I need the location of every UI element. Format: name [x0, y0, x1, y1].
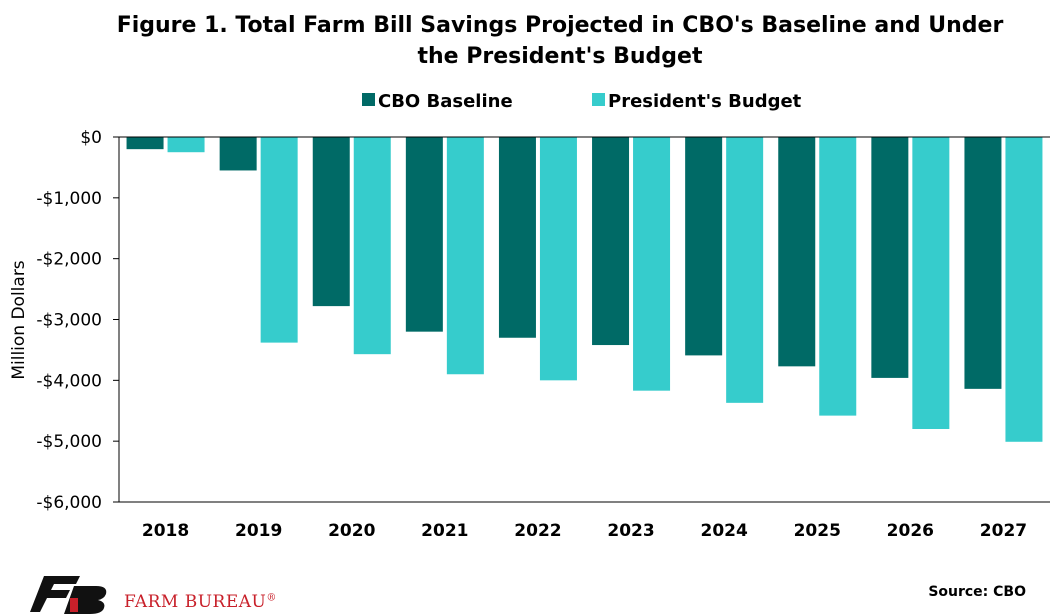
bar-cbo-baseline-2023 — [592, 137, 630, 346]
bar-presidents-budget-2024 — [726, 137, 764, 403]
chart-title-line-1: Figure 1. Total Farm Bill Savings Projec… — [116, 13, 1004, 38]
x-tick-label-2026: 2026 — [887, 521, 934, 541]
bar-presidents-budget-2018 — [167, 137, 205, 153]
bar-cbo-baseline-2024 — [685, 137, 723, 356]
farm-bureau-logo-icon — [30, 576, 107, 614]
x-tick-label-2022: 2022 — [514, 521, 561, 541]
x-tick-label-2020: 2020 — [328, 521, 375, 541]
legend-label-presidents-budget: President's Budget — [608, 91, 802, 112]
y-tick-label: -$1,000 — [36, 189, 102, 209]
bar-cbo-baseline-2020 — [312, 137, 350, 307]
x-tick-label-2021: 2021 — [421, 521, 468, 541]
bar-cbo-baseline-2026 — [871, 137, 909, 378]
bar-cbo-baseline-2021 — [405, 137, 443, 332]
bar-presidents-budget-2026 — [912, 137, 950, 429]
y-tick-label: $0 — [80, 128, 102, 148]
x-tick-label-2019: 2019 — [235, 521, 282, 541]
x-tick-label-2027: 2027 — [980, 521, 1027, 541]
legend-swatch-cbo-baseline — [362, 93, 375, 106]
bars — [126, 137, 1043, 442]
bar-chart: CBO Baseline President's Budget $0 -$1,000… — [9, 91, 1050, 541]
axes — [118, 136, 1050, 503]
y-tick-label: -$2,000 — [36, 250, 102, 270]
bar-cbo-baseline-2018 — [126, 137, 164, 150]
bar-presidents-budget-2027 — [1005, 137, 1043, 442]
bar-cbo-baseline-2019 — [219, 137, 257, 171]
x-tick-label-2025: 2025 — [794, 521, 841, 541]
farm-bureau-logo: FARM BUREAU® — [30, 572, 290, 616]
x-axis-ticks: 2018 2019 2020 2021 2022 2023 2024 2025 2026 2027 — [142, 521, 1027, 541]
farm-bureau-logo-text: FARM BUREAU® — [124, 592, 277, 612]
y-tick-label: -$3,000 — [36, 311, 102, 331]
source-note: Source: CBO — [928, 584, 1026, 600]
x-tick-label-2023: 2023 — [607, 521, 654, 541]
bar-presidents-budget-2025 — [819, 137, 857, 416]
y-axis-label: Million Dollars — [9, 260, 29, 379]
chart-title: Figure 1. Total Farm Bill Savings Projec… — [0, 10, 1063, 72]
bar-presidents-budget-2019 — [260, 137, 298, 343]
bar-cbo-baseline-2025 — [778, 137, 816, 367]
legend-swatch-presidents-budget — [592, 93, 605, 106]
bar-cbo-baseline-2027 — [964, 137, 1002, 389]
bar-presidents-budget-2021 — [446, 137, 484, 375]
bar-presidents-budget-2020 — [353, 137, 391, 355]
x-tick-label-2024: 2024 — [700, 521, 747, 541]
bar-presidents-budget-2023 — [633, 137, 671, 391]
y-tick-label: -$4,000 — [36, 371, 102, 391]
bar-presidents-budget-2022 — [539, 137, 577, 381]
legend: CBO Baseline President's Budget — [362, 91, 802, 112]
legend-label-cbo-baseline: CBO Baseline — [378, 91, 513, 112]
bar-cbo-baseline-2022 — [498, 137, 536, 338]
chart-title-line-2: the President's Budget — [417, 44, 703, 69]
x-tick-label-2018: 2018 — [142, 521, 189, 541]
y-axis-ticks: $0 -$1,000 -$2,000 -$3,000 -$4,000 -$5,000 -$6… — [36, 128, 119, 513]
y-tick-label: -$5,000 — [36, 432, 102, 452]
y-tick-label: -$6,000 — [36, 493, 102, 513]
